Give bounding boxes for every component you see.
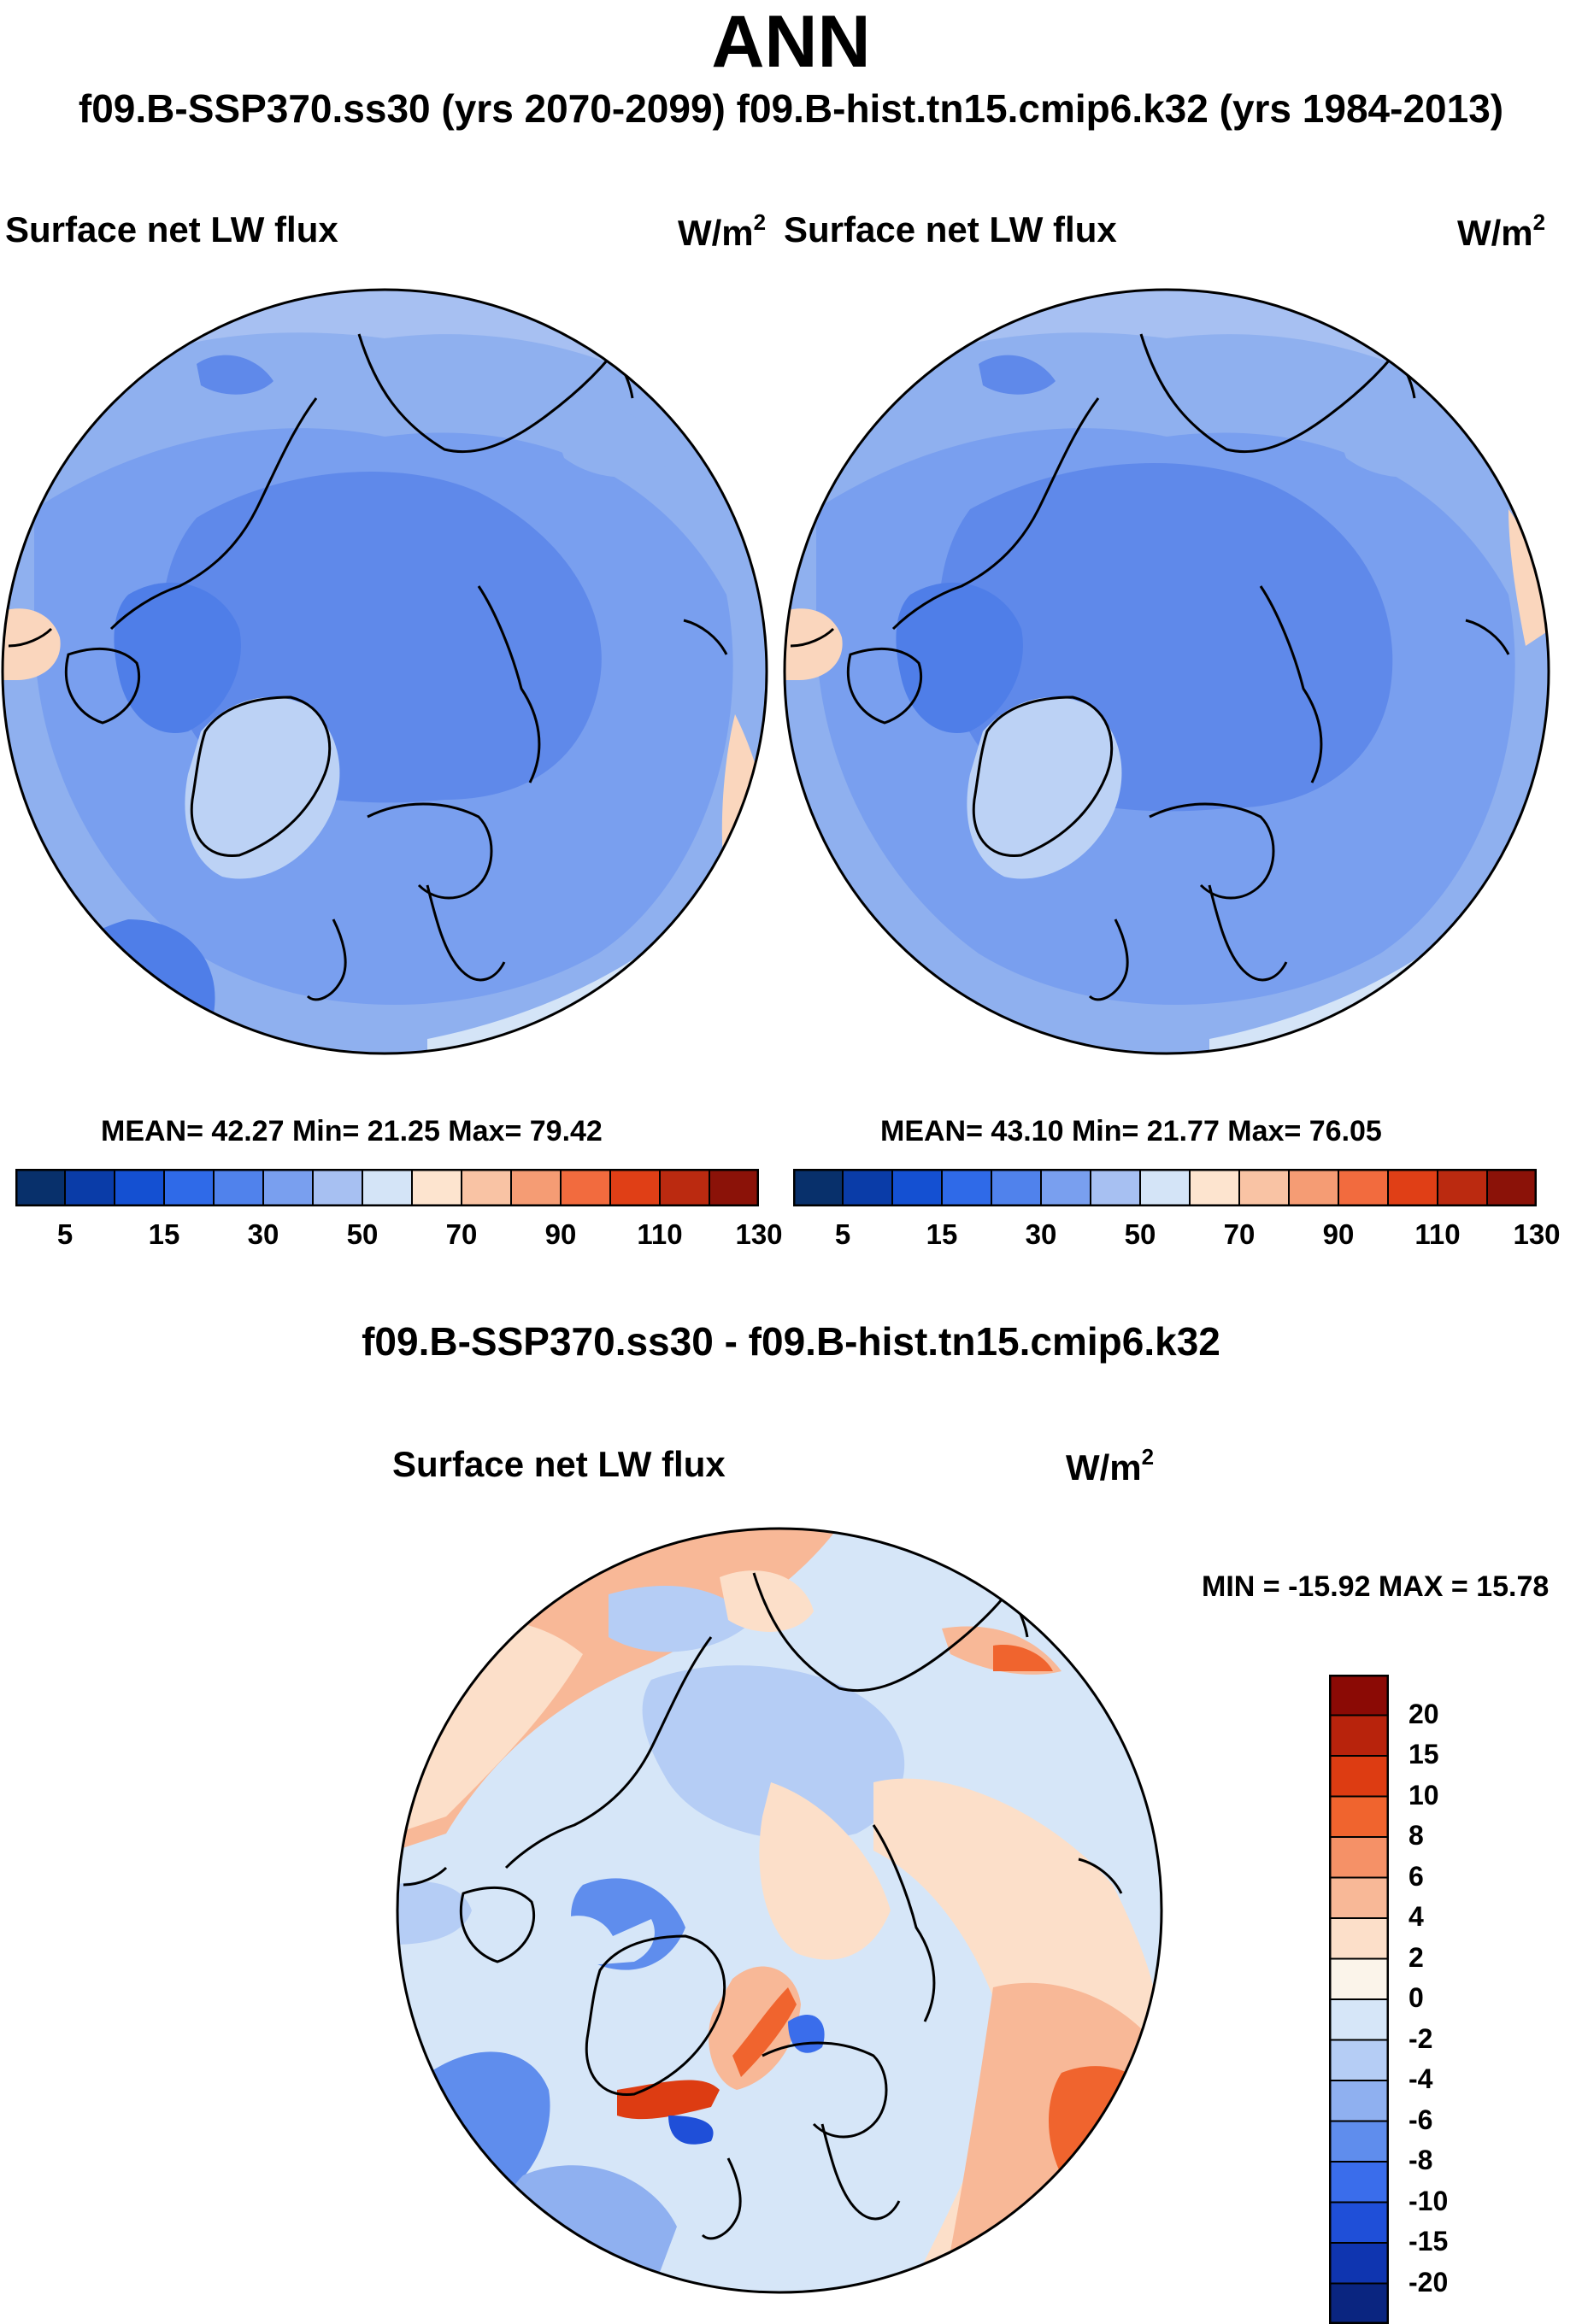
- diff-colorbar-swatch: [1329, 2122, 1389, 2163]
- colorbar-swatch: [709, 1169, 759, 1206]
- left-panel-variable: Surface net LW flux: [5, 209, 338, 250]
- colorbar-swatch: [1091, 1169, 1140, 1206]
- diff-colorbar-tick-label: 8: [1409, 1820, 1424, 1852]
- colorbar-swatch: [843, 1169, 892, 1206]
- diff-colorbar-tick-label: 10: [1409, 1780, 1439, 1811]
- colorbar-swatch: [561, 1169, 610, 1206]
- colorbar-swatch: [1338, 1169, 1388, 1206]
- diff-colorbar-tick-label: 4: [1409, 1901, 1424, 1933]
- left-polar-map: [0, 287, 769, 1056]
- diff-colorbar-tick-label: 6: [1409, 1861, 1424, 1893]
- colorbar-swatch: [313, 1169, 362, 1206]
- diff-colorbar-tick-label: -15: [1409, 2226, 1448, 2257]
- diff-colorbar-tick-label: -20: [1409, 2267, 1448, 2298]
- colorbar-tick-label: 15: [903, 1218, 980, 1251]
- colorbar-swatch: [412, 1169, 462, 1206]
- colorbar-swatch: [511, 1169, 561, 1206]
- difference-title: f09.B-SSP370.ss30 - f09.B-hist.tn15.cmip…: [0, 1318, 1582, 1364]
- diff-colorbar-swatch: [1329, 2284, 1389, 2324]
- diff-colorbar-swatch: [1329, 1797, 1389, 1838]
- colorbar-tick-label: 15: [126, 1218, 203, 1251]
- colorbar-swatch: [1140, 1169, 1190, 1206]
- diff-colorbar-tick-label: 20: [1409, 1699, 1439, 1730]
- diff-colorbar-tick-label: -4: [1409, 2063, 1432, 2095]
- difference-variable: Surface net LW flux: [392, 1444, 726, 1485]
- diff-colorbar-swatch: [1329, 2203, 1389, 2244]
- colorbar-tick-label: 5: [804, 1218, 881, 1251]
- colorbar-swatch: [1487, 1169, 1537, 1206]
- colorbar-swatch: [15, 1169, 65, 1206]
- colorbar-swatch: [1289, 1169, 1338, 1206]
- diff-colorbar-swatch: [1329, 1999, 1389, 2040]
- plot-subtitle: f09.B-SSP370.ss30 (yrs 2070-2099) f09.B-…: [0, 85, 1582, 132]
- colorbar-swatch: [1388, 1169, 1438, 1206]
- colorbar-swatch: [1438, 1169, 1487, 1206]
- diff-colorbar-tick-label: -10: [1409, 2186, 1448, 2217]
- colorbar-swatch: [942, 1169, 991, 1206]
- colorbar-swatch: [462, 1169, 511, 1206]
- colorbar-swatch: [362, 1169, 412, 1206]
- diff-colorbar-tick-label: 0: [1409, 1982, 1424, 2014]
- left-panel-stats: MEAN= 42.27 Min= 21.25 Max= 79.42: [101, 1115, 603, 1148]
- colorbar-tick-label: 70: [1201, 1218, 1278, 1251]
- colorbar-swatch: [263, 1169, 313, 1206]
- colorbar-swatch: [793, 1169, 843, 1206]
- colorbar-tick-label: 110: [1399, 1218, 1476, 1251]
- colorbar-swatch: [1239, 1169, 1289, 1206]
- colorbar-tick-label: 90: [1300, 1218, 1377, 1251]
- difference-stats: MIN = -15.92 MAX = 15.78: [1202, 1570, 1549, 1604]
- colorbar-tick-label: 5: [26, 1218, 103, 1251]
- colorbar-tick-label: 50: [1102, 1218, 1179, 1251]
- diff-colorbar-swatch: [1329, 1716, 1389, 1757]
- diff-colorbar-swatch: [1329, 2162, 1389, 2203]
- diff-colorbar-swatch: [1329, 1675, 1389, 1716]
- diff-colorbar-tick-label: -2: [1409, 2023, 1432, 2055]
- left-colorbar: [15, 1169, 759, 1206]
- difference-colorbar: [1329, 1675, 1389, 2324]
- diff-colorbar-tick-label: 2: [1409, 1942, 1424, 1974]
- colorbar-tick-label: 50: [324, 1218, 401, 1251]
- colorbar-swatch: [164, 1169, 214, 1206]
- difference-polar-map: [395, 1526, 1164, 2295]
- right-polar-map: [782, 287, 1551, 1056]
- diff-colorbar-swatch: [1329, 1959, 1389, 2000]
- colorbar-tick-label: 70: [423, 1218, 500, 1251]
- colorbar-swatch: [660, 1169, 709, 1206]
- colorbar-tick-label: 90: [522, 1218, 599, 1251]
- colorbar-swatch: [610, 1169, 660, 1206]
- colorbar-swatch: [115, 1169, 164, 1206]
- left-panel-units: W/m2: [678, 209, 766, 254]
- colorbar-tick-label: 30: [1003, 1218, 1079, 1251]
- diff-colorbar-swatch: [1329, 2080, 1389, 2122]
- right-panel-stats: MEAN= 43.10 Min= 21.77 Max= 76.05: [880, 1115, 1382, 1148]
- diff-colorbar-tick-label: -8: [1409, 2145, 1432, 2176]
- diff-colorbar-swatch: [1329, 1918, 1389, 1959]
- diff-colorbar-swatch: [1329, 2040, 1389, 2081]
- right-panel-variable: Surface net LW flux: [784, 209, 1117, 250]
- colorbar-swatch: [214, 1169, 263, 1206]
- colorbar-swatch: [65, 1169, 115, 1206]
- colorbar-swatch: [991, 1169, 1041, 1206]
- diff-colorbar-swatch: [1329, 1878, 1389, 1919]
- colorbar-swatch: [1041, 1169, 1091, 1206]
- diff-colorbar-tick-label: 15: [1409, 1739, 1439, 1770]
- colorbar-tick-label: 130: [720, 1218, 797, 1251]
- difference-units: W/m2: [1066, 1444, 1154, 1488]
- right-colorbar: [793, 1169, 1537, 1206]
- colorbar-tick-label: 130: [1498, 1218, 1575, 1251]
- colorbar-tick-label: 110: [621, 1218, 698, 1251]
- diff-colorbar-swatch: [1329, 1837, 1389, 1878]
- colorbar-swatch: [892, 1169, 942, 1206]
- colorbar-swatch: [1190, 1169, 1239, 1206]
- diff-colorbar-tick-label: -6: [1409, 2104, 1432, 2136]
- diff-colorbar-swatch: [1329, 1756, 1389, 1797]
- diff-colorbar-swatch: [1329, 2243, 1389, 2284]
- colorbar-tick-label: 30: [225, 1218, 302, 1251]
- right-panel-units: W/m2: [1457, 209, 1545, 254]
- plot-main-title: ANN: [0, 0, 1582, 85]
